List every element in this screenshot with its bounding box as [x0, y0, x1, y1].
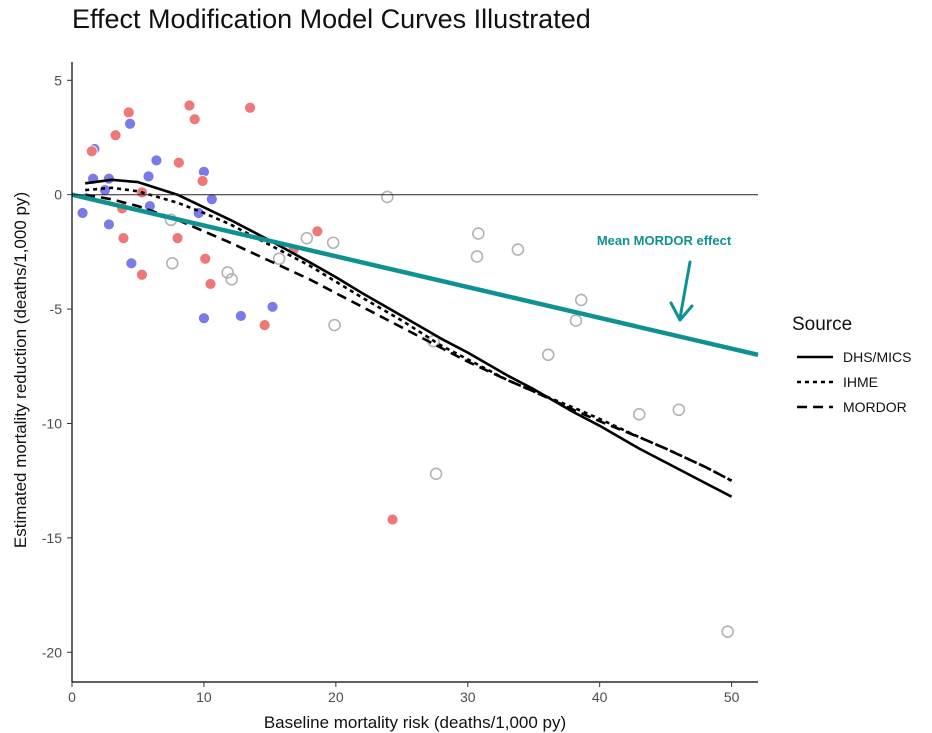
open-point [328, 318, 341, 332]
red-point [196, 175, 209, 187]
open-point [300, 231, 314, 245]
blue-point [103, 218, 115, 231]
chart-title: Effect Modification Model Curves Illustr… [72, 4, 591, 34]
curve-dhs-mics [85, 178, 733, 498]
x-axis-title: Baseline mortality risk (deaths/1,000 py… [264, 713, 566, 732]
blue-point [76, 207, 89, 219]
x-tick-label: 20 [328, 689, 344, 705]
blue-point [198, 312, 210, 325]
data-points-layer [76, 99, 734, 638]
open-point [569, 314, 583, 327]
open-point [272, 252, 286, 266]
y-tick-label: -10 [42, 415, 62, 431]
curve-ihme [85, 186, 733, 482]
curve-mordor [84, 193, 733, 482]
open-point [165, 257, 179, 270]
x-tick-label: 0 [68, 689, 76, 705]
red-point [183, 99, 196, 112]
open-point [470, 250, 484, 263]
red-point [311, 225, 324, 238]
blue-point [99, 184, 111, 197]
red-point [258, 319, 271, 331]
legend: Source DHS/MICS IHME MORDOR [792, 314, 911, 415]
y-tick-label: 0 [54, 187, 62, 203]
mean-mordor-annotation: Mean MORDOR effect [597, 233, 732, 248]
legend-label: DHS/MICS [843, 349, 911, 365]
y-axis-title: Estimated mortality reduction (deaths/1,… [11, 192, 30, 548]
open-point [429, 467, 443, 481]
legend-label: IHME [843, 374, 878, 390]
legend-label: MORDOR [843, 399, 907, 415]
open-point [721, 625, 734, 638]
y-tick-label: -15 [42, 530, 62, 546]
blue-point [205, 193, 218, 206]
blue-point [266, 300, 279, 313]
red-point [171, 232, 184, 245]
red-point [172, 156, 185, 169]
open-point [472, 227, 485, 240]
red-point [188, 113, 201, 126]
open-point [541, 348, 555, 362]
red-point [117, 232, 130, 245]
x-tick-label: 10 [196, 689, 212, 705]
y-tick-label: -20 [42, 644, 62, 660]
red-point [122, 106, 135, 119]
model-curves-layer [71, 178, 759, 498]
blue-point [142, 170, 155, 183]
y-tick-label: 5 [54, 72, 62, 88]
x-tick-label: 30 [460, 689, 476, 705]
mean-mordor-line [71, 192, 759, 358]
open-point [225, 273, 238, 286]
blue-point [150, 154, 163, 167]
open-point [326, 236, 340, 250]
legend-title: Source [792, 314, 852, 335]
annotation-arrow-icon [669, 260, 694, 322]
red-point [136, 268, 148, 281]
open-point [574, 293, 588, 307]
open-point [632, 408, 646, 421]
x-tick-label: 50 [724, 689, 740, 705]
y-tick-label: -5 [50, 301, 63, 317]
x-tick-label: 40 [592, 689, 608, 705]
red-point [199, 252, 212, 265]
open-point [380, 190, 394, 204]
red-point [386, 513, 399, 526]
blue-point [125, 257, 138, 270]
blue-point [234, 310, 247, 322]
red-point [85, 145, 98, 158]
open-point [221, 266, 234, 279]
blue-point [124, 117, 136, 130]
open-point [672, 403, 686, 417]
open-point [511, 243, 525, 256]
red-point [109, 129, 122, 142]
red-point [204, 278, 217, 290]
red-point [244, 101, 256, 114]
